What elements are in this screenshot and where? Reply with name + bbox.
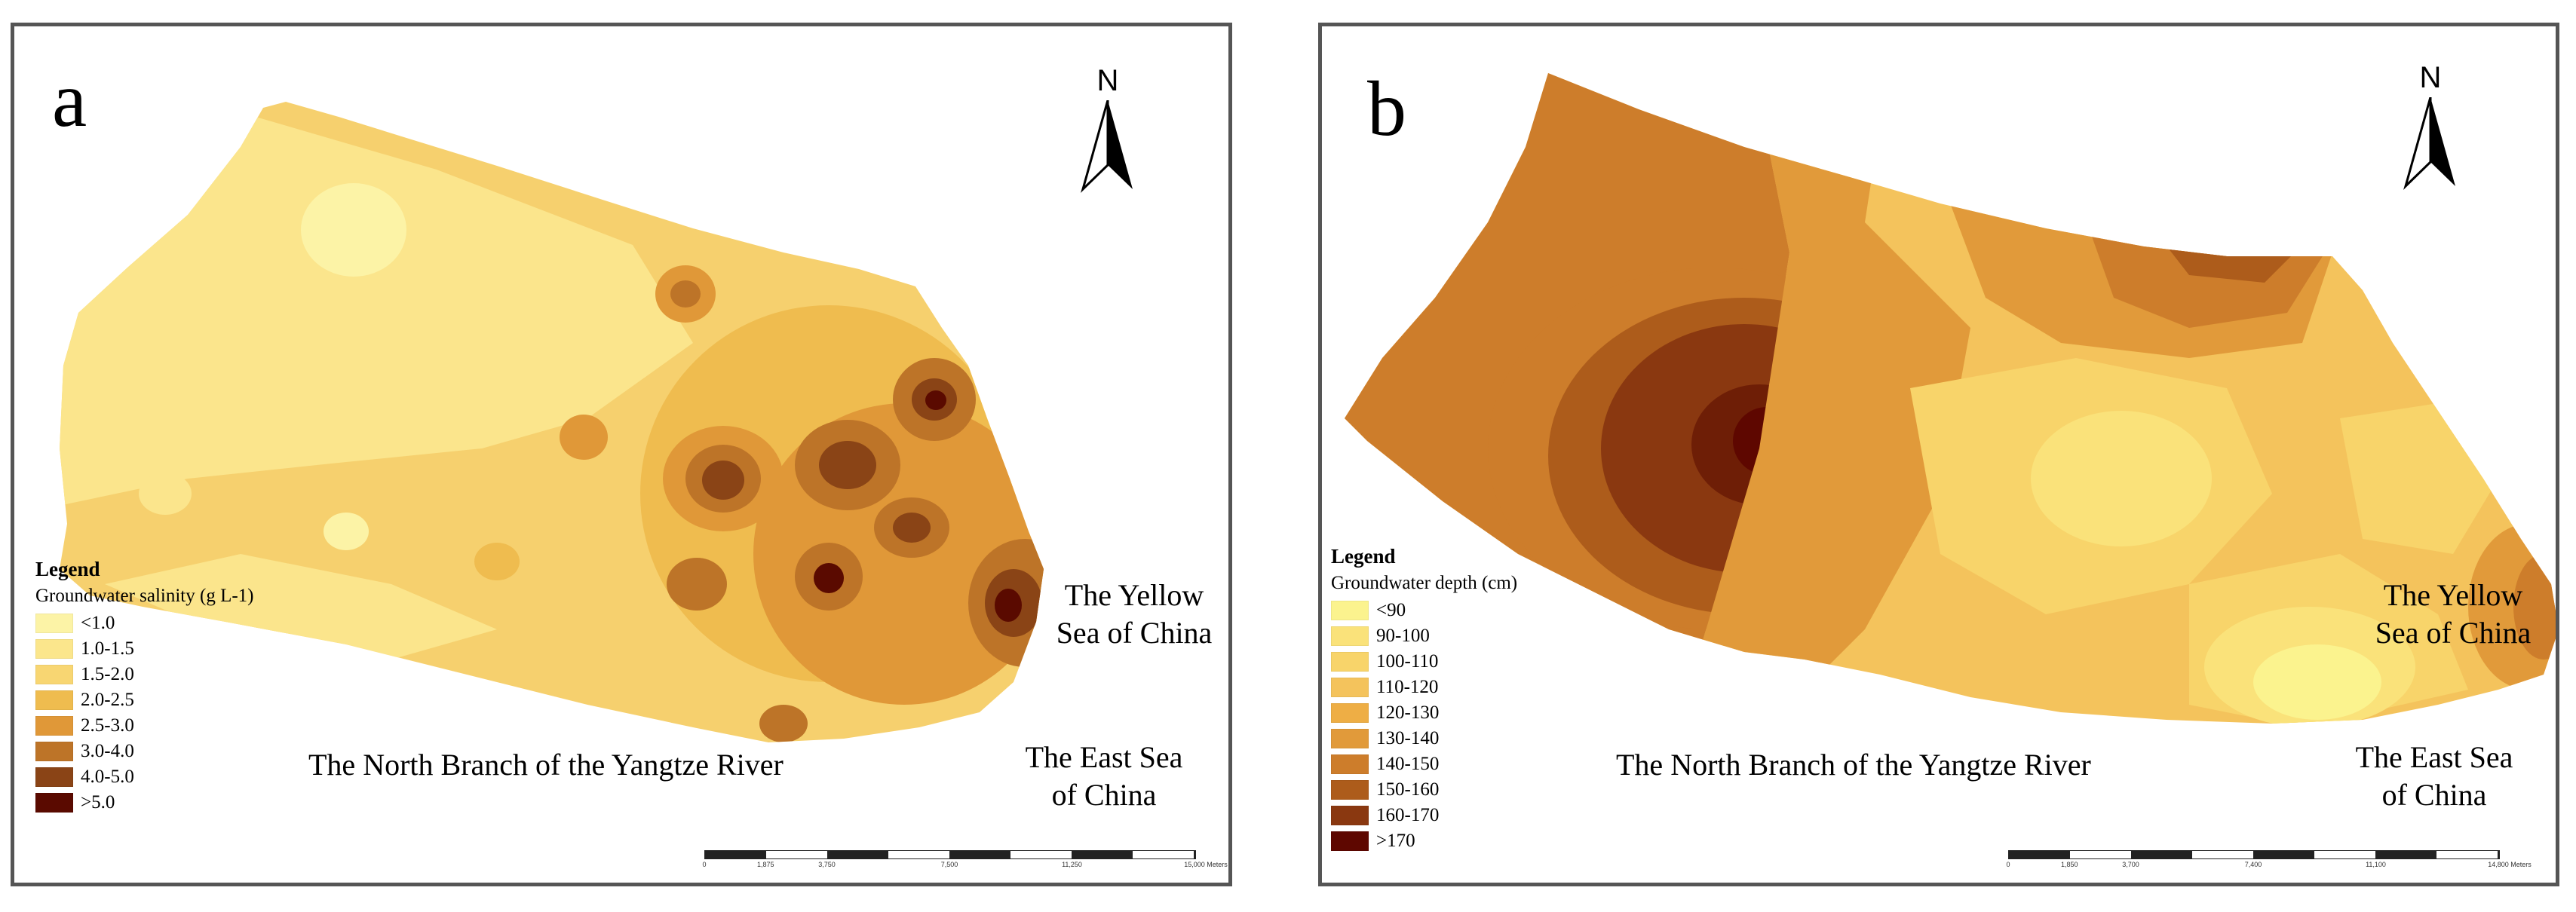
legend-item: <90 <box>1331 600 1517 621</box>
scale-unit-label: Meters <box>1207 861 1228 868</box>
legend-swatch <box>35 690 73 710</box>
scale-tick-label: 3,750 <box>818 861 836 868</box>
legend-item: 90-100 <box>1331 626 1517 647</box>
scale-tick-label: 11,100 <box>2366 861 2386 868</box>
scale-tick-label: 3,700 <box>2122 861 2139 868</box>
north-arrow-icon <box>2403 97 2455 190</box>
map-panel-b: b N Legend Groundwater depth (cm) <90 90-… <box>1318 23 2559 886</box>
legend-item: >170 <box>1331 831 1517 852</box>
legend-swatch <box>1331 754 1369 774</box>
legend-item: >5.0 <box>35 792 254 813</box>
legend-label: 160-170 <box>1376 805 1440 825</box>
legend-subtitle: Groundwater depth (cm) <box>1331 573 1518 593</box>
legend-label: 2.5-3.0 <box>81 715 134 736</box>
legend-swatch <box>1331 626 1369 646</box>
river-label: The North Branch of the Yangtze River <box>308 748 784 782</box>
legend-swatch <box>35 767 73 787</box>
legend-item: 140-150 <box>1331 754 1517 775</box>
legend-item: 4.0-5.0 <box>35 767 254 788</box>
legend-swatch <box>35 665 73 684</box>
legend-swatch <box>1331 601 1369 620</box>
scale-tick-label: 1,850 <box>2060 861 2078 868</box>
north-arrow-icon <box>1081 100 1133 193</box>
legend-item: 110-120 <box>1331 677 1517 698</box>
legend-label: 2.0-2.5 <box>81 690 134 710</box>
east-sea-label: The East Sea of China <box>1025 740 1183 812</box>
legend-swatch <box>1331 831 1369 851</box>
legend-swatch <box>35 793 73 813</box>
scale-bar: 0 1,875 3,750 7,500 11,250 15,000 Meters <box>702 844 1228 874</box>
legend-swatch <box>1331 806 1369 825</box>
scale-bar-graphic <box>2008 850 2500 859</box>
depth-map <box>1345 73 2556 724</box>
legend-item: 1.0-1.5 <box>35 638 254 660</box>
scale-bar-graphic <box>704 850 1196 859</box>
scale-tick-label: 0 <box>2006 861 2010 868</box>
legend-items: <90 90-100 100-110 110-120 120-130 130-140 140… <box>1331 600 1517 852</box>
legend-swatch <box>1331 729 1369 748</box>
legend-label: 150-160 <box>1376 779 1440 800</box>
legend: Legend Groundwater depth (cm) <90 90-100 1… <box>1331 545 1517 856</box>
legend-label: 4.0-5.0 <box>81 767 134 787</box>
legend-label: <90 <box>1376 600 1406 620</box>
scale-tick-label: 0 <box>702 861 707 868</box>
legend-title: Legend <box>35 558 100 580</box>
legend-item: 2.0-2.5 <box>35 690 254 711</box>
legend-item: 3.0-4.0 <box>35 741 254 762</box>
legend-swatch <box>35 742 73 761</box>
legend-item: 130-140 <box>1331 728 1517 749</box>
north-arrow: N <box>2397 63 2464 191</box>
legend-label: 140-150 <box>1376 754 1440 774</box>
legend-item: 2.5-3.0 <box>35 715 254 736</box>
panel-label: b <box>1367 66 1406 152</box>
legend-label: 3.0-4.0 <box>81 741 134 761</box>
map-panel-a: a N Legend Groundwater salinity (g L-1) … <box>11 23 1232 886</box>
yellow-sea-label: The Yellow Sea of China <box>1056 578 1213 650</box>
legend-swatch <box>35 639 73 659</box>
legend-label: >170 <box>1376 831 1415 851</box>
legend-label: 130-140 <box>1376 728 1440 748</box>
legend-item: 100-110 <box>1331 651 1517 672</box>
legend-swatch <box>35 716 73 736</box>
north-label: N <box>1096 64 1119 97</box>
legend-item: 150-160 <box>1331 779 1517 800</box>
north-label: N <box>2419 61 2442 94</box>
legend-label: <1.0 <box>81 613 115 633</box>
legend-swatch <box>1331 780 1369 800</box>
panel-label: a <box>52 57 87 143</box>
legend-label: >5.0 <box>81 792 115 813</box>
scale-tick-label: 11,250 <box>1062 861 1082 868</box>
scale-tick-label: 15,000 <box>1184 861 1205 868</box>
scale-tick-label: 1,875 <box>756 861 774 868</box>
east-sea-label: The East Sea of China <box>2355 740 2513 812</box>
legend-label: 110-120 <box>1376 677 1439 697</box>
legend-item: 160-170 <box>1331 805 1517 826</box>
salinity-map <box>60 102 1044 742</box>
legend-label: 90-100 <box>1376 626 1430 646</box>
scale-tick-label: 14,800 <box>2488 861 2509 868</box>
legend-swatch <box>35 614 73 633</box>
legend-subtitle: Groundwater salinity (g L-1) <box>35 586 254 606</box>
scale-unit-label: Meters <box>2510 861 2532 868</box>
legend-item: 1.5-2.0 <box>35 664 254 685</box>
yellow-sea-label: The Yellow Sea of China <box>2375 578 2532 650</box>
legend-label: 1.0-1.5 <box>81 638 134 659</box>
legend: Legend Groundwater salinity (g L-1) <1.0… <box>35 558 254 818</box>
legend-swatch <box>1331 652 1369 672</box>
legend-title: Legend <box>1331 545 1396 568</box>
scale-bar: 0 1,850 3,700 7,400 11,100 14,800 Meters <box>2006 844 2532 874</box>
legend-label: 1.5-2.0 <box>81 664 134 684</box>
river-label: The North Branch of the Yangtze River <box>1616 748 2091 782</box>
legend-item: <1.0 <box>35 613 254 634</box>
legend-label: 100-110 <box>1376 651 1439 672</box>
north-arrow: N <box>1074 66 1142 194</box>
legend-swatch <box>1331 678 1369 697</box>
legend-swatch <box>1331 703 1369 723</box>
scale-tick-label: 7,500 <box>940 861 958 868</box>
legend-label: 120-130 <box>1376 702 1440 723</box>
legend-items: <1.0 1.0-1.5 1.5-2.0 2.0-2.5 2.5-3.0 3.0-4.0 4… <box>35 613 254 813</box>
scale-tick-label: 7,400 <box>2244 861 2262 868</box>
legend-item: 120-130 <box>1331 702 1517 724</box>
